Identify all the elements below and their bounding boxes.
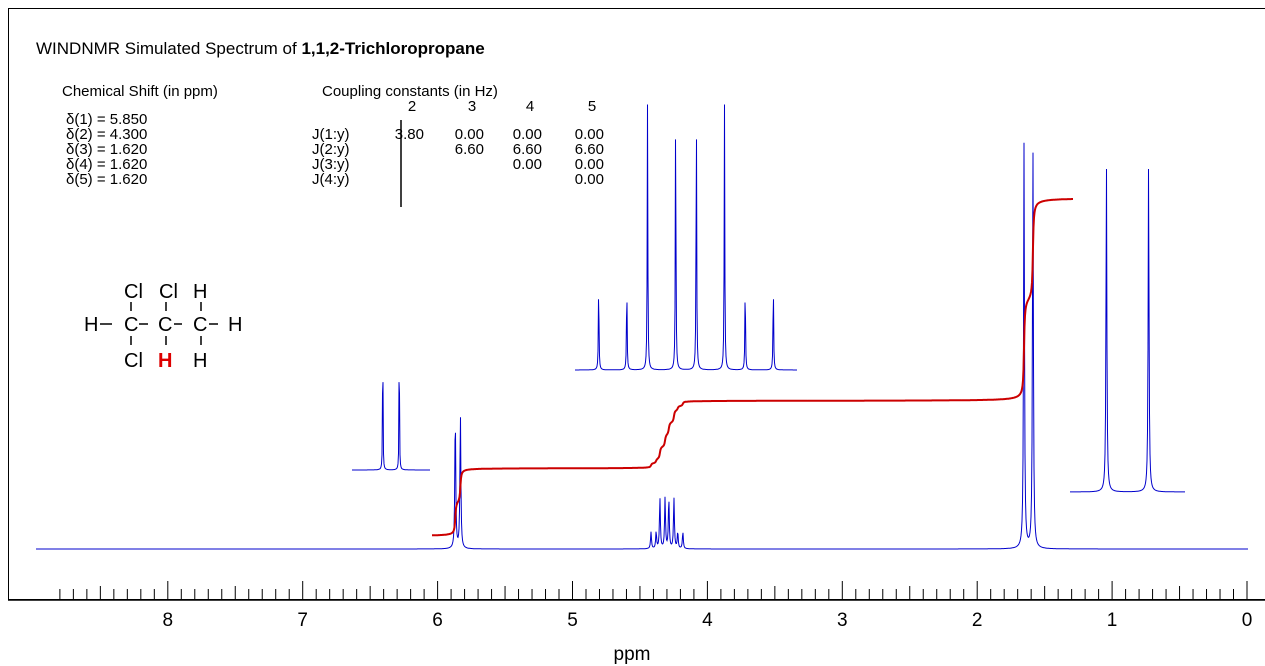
tick-label: 7 (297, 610, 308, 631)
coupling-row-label: J(3:y) (312, 156, 350, 173)
tick-label: 6 (432, 610, 443, 631)
coupling-value: 0.00 (513, 126, 542, 143)
atom-c: C (193, 314, 207, 336)
spectrum-trace (36, 142, 1248, 550)
coupling-col-header: 2 (408, 98, 416, 115)
atom-h: H (193, 350, 207, 372)
integral-trace (432, 198, 1073, 537)
coupling-table: 2 3 4 5J(1:y) 3.80 0.00 0.00 0.00J(2:y) 6.60 6.60… (312, 98, 604, 188)
atom-h: H (84, 314, 98, 336)
coupling-value: 6.60 (575, 141, 604, 158)
inset-h2-multiplet (575, 104, 797, 371)
coupling-header: Coupling constants (in Hz) (322, 83, 498, 100)
atom-c: C (158, 314, 172, 336)
atom-h: H (228, 314, 242, 336)
coupling-value: 6.60 (513, 141, 542, 158)
title-prefix: WINDNMR Simulated Spectrum of (36, 39, 301, 58)
coupling-value: 0.00 (513, 156, 542, 173)
shift-value: δ(2) = 4.300 (66, 126, 147, 143)
chart-title: WINDNMR Simulated Spectrum of 1,1,2-Tric… (36, 39, 485, 58)
coupling-row-label: J(4:y) (312, 171, 350, 188)
atom-c: C (124, 314, 138, 336)
atom-cl: Cl (159, 281, 178, 303)
tick-label: 2 (972, 610, 983, 631)
molecule-structure: Cl Cl HH C C C HCl H H (84, 281, 242, 372)
shift-value: δ(4) = 1.620 (66, 156, 147, 173)
coupling-value: 0.00 (575, 156, 604, 173)
tick-label: 8 (163, 610, 174, 631)
tick-label: 5 (567, 610, 578, 631)
shift-value: δ(1) = 5.850 (66, 111, 147, 128)
coupling-value: 3.80 (395, 126, 424, 143)
atom-h-highlighted: H (158, 350, 172, 372)
coupling-col-header: 3 (468, 98, 476, 115)
coupling-col-header: 5 (588, 98, 596, 115)
tick-label: 1 (1107, 610, 1118, 631)
coupling-row-label: J(1:y) (312, 126, 350, 143)
shift-value: δ(5) = 1.620 (66, 171, 147, 188)
tick-label: 0 (1242, 610, 1253, 631)
coupling-value: 0.00 (575, 126, 604, 143)
atom-cl: Cl (124, 350, 143, 372)
spectrum-traces (36, 104, 1248, 550)
shift-header: Chemical Shift (in ppm) (62, 83, 218, 100)
coupling-value: 0.00 (575, 171, 604, 188)
title-compound: 1,1,2-Trichloropropane (301, 39, 484, 58)
ppm-axis: 8 7 6 5 4 3 2 1 0 (8, 581, 1265, 631)
coupling-col-header: 4 (526, 98, 534, 115)
coupling-row-label: J(2:y) (312, 141, 350, 158)
x-axis-label: ppm (614, 644, 651, 665)
tick-label: 3 (837, 610, 848, 631)
inset-h1-doublet (352, 382, 430, 471)
atom-cl: Cl (124, 281, 143, 303)
coupling-value: 6.60 (455, 141, 484, 158)
atom-h: H (193, 281, 207, 303)
tick-label: 4 (702, 610, 713, 631)
inset-ch3-doublet (1070, 168, 1185, 493)
coupling-value: 0.00 (455, 126, 484, 143)
shift-value: δ(3) = 1.620 (66, 141, 147, 158)
